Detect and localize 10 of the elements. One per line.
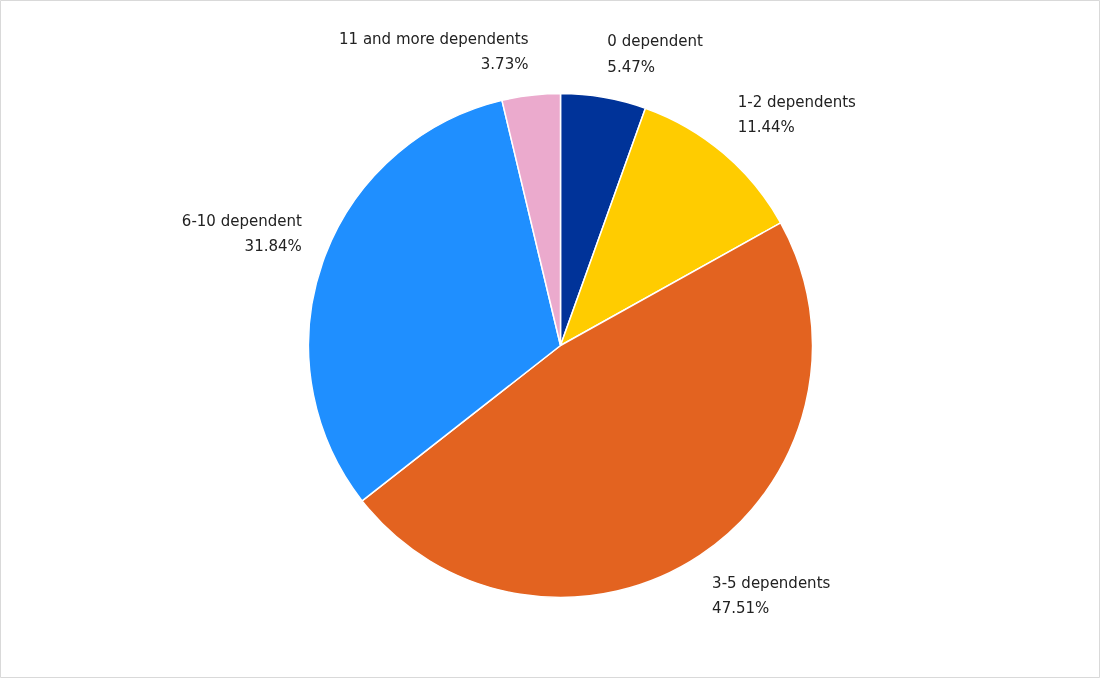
- data-label: 31.84%: [244, 237, 302, 256]
- slice-label: 0 dependent: [607, 32, 703, 51]
- slice-label: 1-2 dependents: [737, 93, 857, 112]
- slice-label: 3-5 dependents: [712, 573, 831, 592]
- slice-label: 6-10 dependent: [181, 211, 302, 230]
- slice-label: 11 and more dependents: [339, 30, 529, 49]
- data-label: 11.44%: [737, 118, 795, 137]
- data-label: 47.51%: [712, 598, 770, 617]
- data-label: 5.47%: [607, 57, 656, 76]
- data-label: 3.73%: [480, 55, 529, 74]
